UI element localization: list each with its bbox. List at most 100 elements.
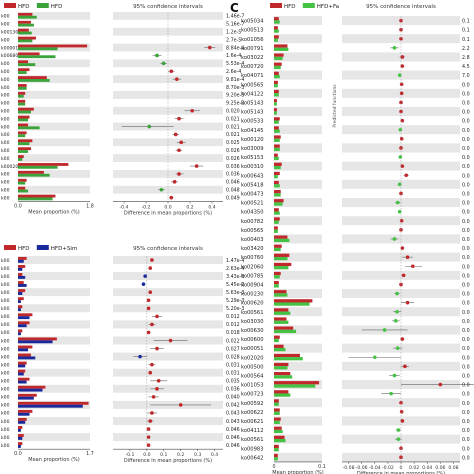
- p-value: 0.0: [462, 383, 470, 389]
- diff-row-stripe: [342, 370, 460, 380]
- diff-row-stripe: [113, 114, 223, 123]
- diff-point: [399, 82, 404, 87]
- bar-tick-label: 0.0: [14, 204, 22, 210]
- diff-x-axis-label: Difference in mean proportions (%): [124, 211, 212, 217]
- bar-series-b: [18, 388, 43, 392]
- bar-row-stripe: [18, 75, 90, 84]
- row-label: ko04145: [241, 128, 264, 134]
- bar-series-b: [18, 308, 21, 312]
- bar-row-stripe: [18, 352, 90, 361]
- bar-row-stripe: [18, 304, 90, 313]
- p-value: 0.0: [462, 237, 470, 243]
- legend-swatch: [302, 3, 315, 8]
- diff-row-stripe: [113, 417, 223, 426]
- diff-point: [179, 140, 183, 145]
- bar-row-stripe: [274, 325, 322, 335]
- bar-series-b: [274, 293, 288, 297]
- row-label: k00: [1, 22, 10, 28]
- bar-x-axis-label: Mean proportion (%): [28, 457, 80, 463]
- row-label: ko00565: [241, 82, 264, 88]
- bar-series-b: [18, 332, 21, 336]
- bar-series-b: [18, 404, 83, 408]
- bar-series-b: [274, 284, 279, 288]
- bar-series-b: [18, 356, 36, 360]
- bar-row-stripe: [274, 70, 322, 80]
- bar-row-stripe: [274, 116, 322, 126]
- bar-series-a: [274, 62, 282, 66]
- row-label: k00: [1, 411, 10, 417]
- row-label: ko00592: [241, 401, 264, 407]
- row-label: ko00564: [241, 373, 264, 379]
- bar-row-stripe: [274, 343, 322, 353]
- row-label: k00: [1, 435, 10, 441]
- row-label: ko00120: [241, 137, 264, 143]
- bar-series-b: [274, 311, 291, 315]
- p-value: 0.012: [226, 322, 240, 328]
- p-value: 0.036: [226, 164, 240, 170]
- bar-series-a: [274, 426, 282, 430]
- bar-series-a: [274, 208, 279, 212]
- row-label: ko00782: [241, 219, 264, 225]
- bar-row-stripe: [274, 170, 322, 180]
- p-value: 2.2: [462, 46, 470, 52]
- p-value: 0.0: [462, 410, 470, 416]
- bar-series-a: [18, 99, 26, 103]
- diff-point: [177, 148, 181, 153]
- diff-row-stripe: [113, 360, 223, 369]
- ci-title: 95% confidence intervals: [133, 4, 203, 10]
- bar-row-stripe: [18, 130, 90, 139]
- p-value: 0.026: [226, 156, 240, 162]
- bar-series-a: [274, 135, 281, 139]
- bar-series-b: [274, 156, 279, 161]
- bar-series-b: [18, 396, 34, 400]
- bar-series-b: [18, 292, 23, 295]
- bar-series-a: [18, 273, 23, 276]
- diff-point: [148, 419, 153, 423]
- bar-row-stripe: [274, 207, 322, 217]
- bar-row-stripe: [274, 225, 322, 235]
- row-label: k00: [1, 403, 10, 409]
- bar-series-b: [18, 63, 36, 67]
- bar-series-a: [274, 262, 292, 267]
- row-label: k00: [1, 362, 10, 368]
- diff-row-stripe: [113, 392, 223, 401]
- bar-row-stripe: [18, 185, 90, 194]
- diff-row-stripe: [113, 27, 223, 36]
- bar-row-stripe: [18, 91, 90, 99]
- bar-row-stripe: [18, 320, 90, 329]
- diff-tick-label: 0.08: [448, 465, 458, 471]
- diff-point: [404, 173, 409, 178]
- diff-row-stripe: [113, 312, 223, 321]
- p-value: 0.028: [226, 354, 240, 360]
- bar-series-b: [274, 111, 277, 115]
- p-value: 8.70e-3: [226, 85, 244, 91]
- bar-row-stripe: [274, 279, 322, 289]
- bar-series-b: [274, 202, 283, 206]
- bar-series-a: [18, 12, 33, 16]
- bar-series-a: [18, 281, 24, 285]
- panel-bottom-left: HFD HFD+Sim 95% confidence intervals k00 1.4…: [1, 245, 244, 464]
- bar-series-b: [274, 420, 280, 425]
- bar-series-b: [18, 173, 50, 177]
- diff-row-stripe: [342, 316, 460, 326]
- bar-series-b: [274, 438, 286, 443]
- bar-series-b: [18, 445, 21, 448]
- bar-series-a: [18, 345, 33, 349]
- diff-point: [155, 387, 159, 391]
- bar-row-stripe: [18, 360, 90, 369]
- bar-series-b: [18, 340, 53, 344]
- bar-row-stripe: [18, 114, 90, 123]
- bar-series-b: [274, 93, 279, 97]
- row-label: k00: [1, 274, 10, 280]
- diff-point: [173, 132, 178, 137]
- p-value: 0.0: [462, 319, 470, 325]
- row-label: ko00620: [241, 301, 264, 307]
- bar-x-axis-label: Mean proportion (%): [272, 470, 324, 474]
- bar-series-a: [18, 337, 57, 341]
- bar-row-stripe: [274, 107, 322, 117]
- row-label: k00020: [1, 164, 18, 170]
- diff-point: [168, 338, 173, 343]
- row-label: ko00600: [241, 337, 264, 343]
- diff-point: [395, 309, 399, 314]
